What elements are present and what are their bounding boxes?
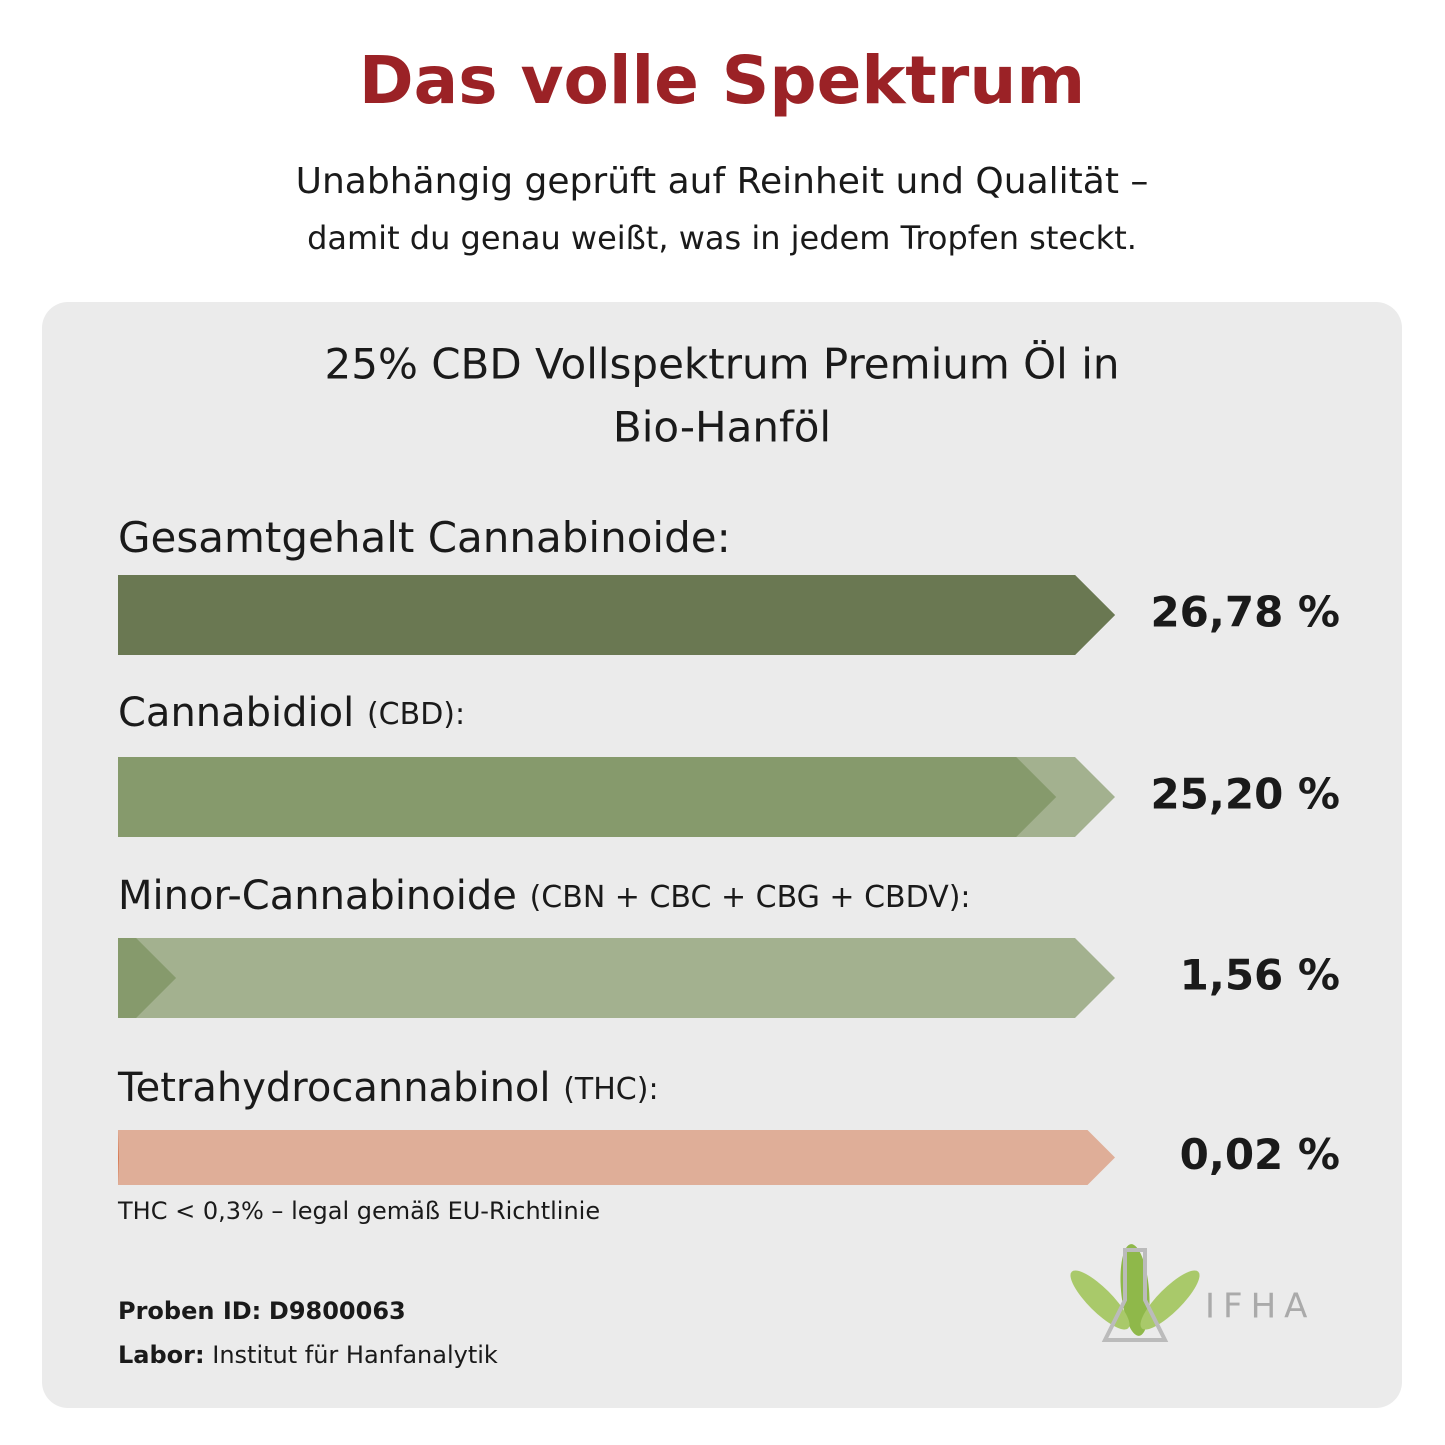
bar — [118, 757, 1057, 837]
bar-track — [118, 1130, 1115, 1185]
label-sub: (CBN + CBC + CBG + CBDV): — [530, 880, 971, 915]
title: Das volle Spektrum — [359, 42, 1085, 119]
lab-value: Institut für Hanfanalytik — [212, 1341, 498, 1369]
value-label: 25,20 % — [1150, 770, 1340, 819]
bar — [118, 1130, 119, 1185]
lab-label: Labor: — [118, 1341, 205, 1369]
subtitle: damit du genau weißt, was in jedem Tropf… — [307, 219, 1137, 257]
label-sub: (CBD): — [367, 697, 465, 732]
lab: Labor: Institut für Hanfanalytik — [118, 1341, 498, 1369]
sample-value: D9800063 — [269, 1297, 406, 1325]
label-sub: (THC): — [563, 1072, 658, 1107]
label-main: Cannabidiol — [118, 690, 354, 736]
value-label: 26,78 % — [1150, 588, 1340, 637]
sample-label: Proben ID: — [118, 1297, 261, 1325]
label-main: Tetrahydrocannabinol — [117, 1065, 551, 1111]
value-label: 0,02 % — [1180, 1130, 1340, 1179]
item-label: Gesamtgehalt Cannabinoide: — [118, 513, 731, 562]
item-label: Cannabidiol (CBD): — [118, 690, 465, 736]
item-label: Minor-Cannabinoide (CBN + CBC + CBG + CB… — [118, 873, 971, 919]
card-title: 25% CBD Vollspektrum Premium Öl in — [325, 339, 1120, 389]
card — [42, 302, 1402, 1408]
item-label: Tetrahydrocannabinol (THC): — [117, 1065, 659, 1111]
logo-text: IFHA — [1205, 1287, 1315, 1327]
sample-id: Proben ID: D9800063 — [118, 1297, 406, 1325]
bar — [118, 938, 177, 1018]
bar — [118, 575, 1115, 655]
note: THC < 0,3% – legal gemäß EU-Richtlinie — [117, 1197, 600, 1225]
bar-track — [118, 938, 1115, 1018]
subtitle: Unabhängig geprüft auf Reinheit und Qual… — [296, 161, 1149, 202]
value-label: 1,56 % — [1180, 951, 1340, 1000]
card-title: Bio-Hanföl — [613, 403, 831, 452]
label-main: Minor-Cannabinoide — [118, 873, 517, 919]
logo: IFHA — [1070, 1244, 1315, 1342]
label-main: Gesamtgehalt Cannabinoide: — [118, 513, 731, 562]
